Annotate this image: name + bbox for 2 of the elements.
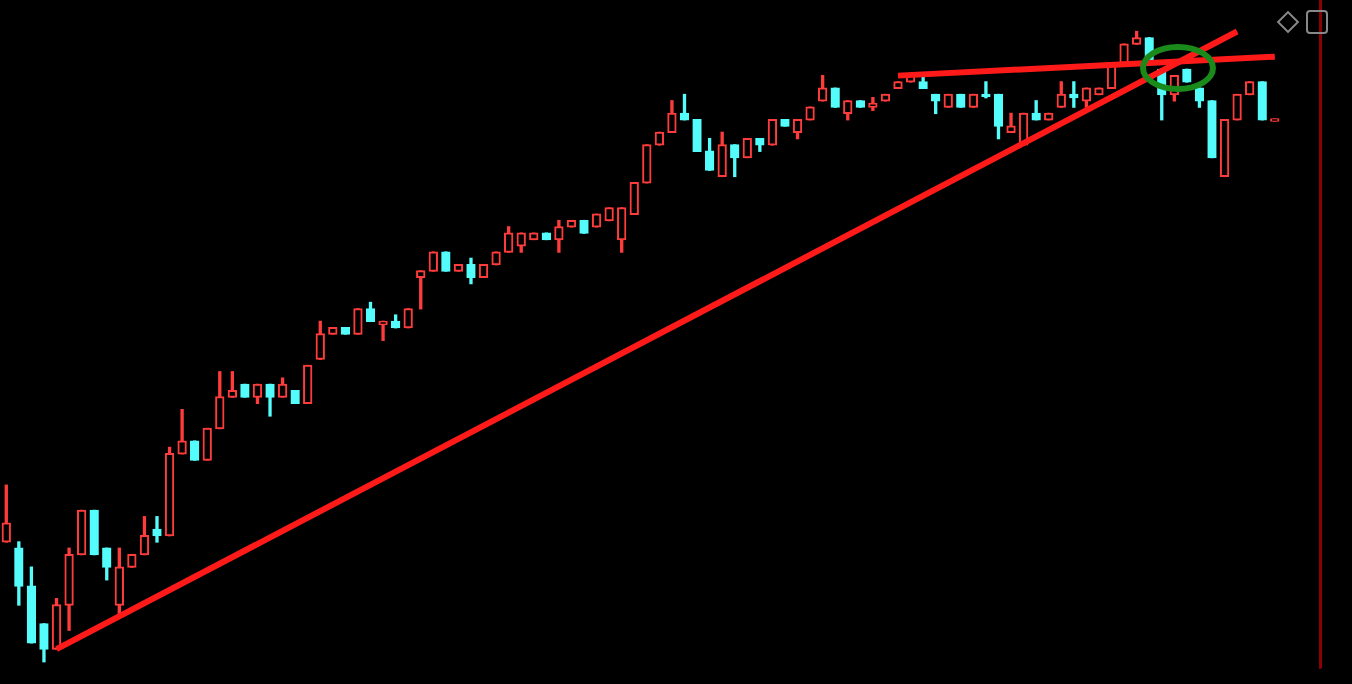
candlestick <box>378 320 388 341</box>
candlestick <box>152 516 162 543</box>
